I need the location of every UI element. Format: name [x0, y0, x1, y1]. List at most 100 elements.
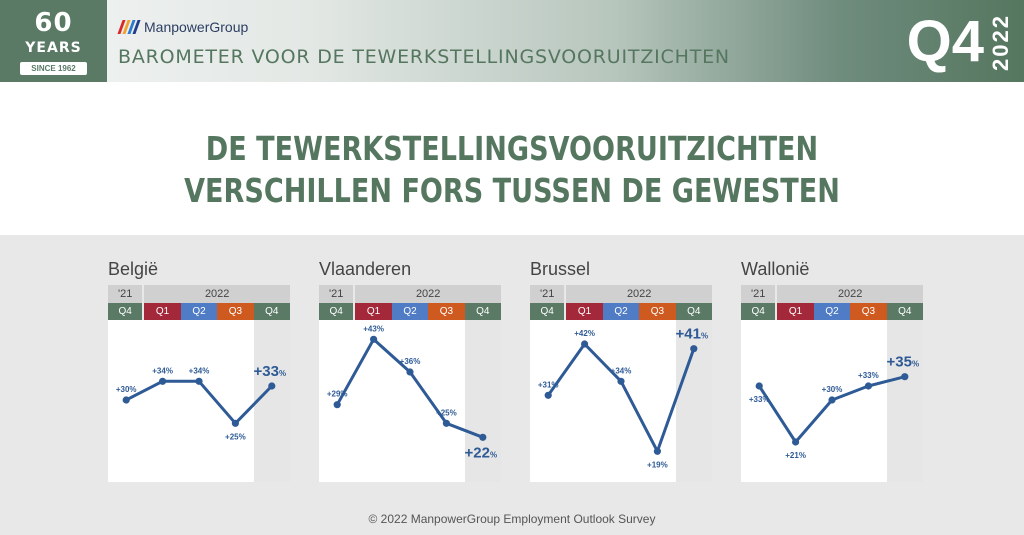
- brand-name: ManpowerGroup: [144, 19, 249, 35]
- quarter-header-cell: Q3: [850, 303, 887, 320]
- quarter-header-cell: Q3: [428, 303, 465, 320]
- series-line: [546, 342, 696, 453]
- prev-year-cell: '21: [108, 285, 143, 303]
- chart-panel: Wallonië '21 2022 Q4 Q1 Q2 Q3 Q4 +33% +21% +30% +33…: [741, 235, 923, 535]
- data-label: +36%: [400, 357, 421, 366]
- chart-panel: België '21 2022 Q4 Q1 Q2 Q3 Q4 +30% +34% +34% +25% +…: [108, 235, 290, 535]
- data-point: [864, 382, 872, 390]
- quarter-header-cell: Q4: [253, 303, 290, 320]
- year-cell: 2022: [355, 285, 501, 303]
- quarter-header-cell: Q1: [566, 303, 603, 320]
- data-point: [755, 382, 763, 390]
- quarter-header-cell: Q1: [144, 303, 181, 320]
- header-quarter-row: Q4 Q1 Q2 Q3 Q4: [741, 303, 923, 320]
- data-label: +35%: [887, 354, 920, 371]
- prev-year-cell: '21: [319, 285, 354, 303]
- quarter-header-cell: Q4: [530, 303, 565, 320]
- data-point: [122, 396, 130, 404]
- charts-band: België '21 2022 Q4 Q1 Q2 Q3 Q4 +30% +34% +34% +25% +…: [0, 235, 1024, 535]
- data-point: [653, 447, 661, 455]
- data-label: +31%: [538, 380, 559, 389]
- plot-area: +29% +43% +36% +25% +22%: [319, 320, 501, 482]
- data-point: [901, 373, 909, 381]
- header-quarter-row: Q4 Q1 Q2 Q3 Q4: [530, 303, 712, 320]
- line-chart: +30% +34% +34% +25% +33%: [116, 363, 287, 441]
- quarter-year: 2022: [988, 13, 1013, 71]
- header-year-row: '21 2022: [530, 285, 712, 303]
- page-title: DE TEWERKSTELLINGSVOORUITZICHTEN VERSCHI…: [92, 128, 932, 212]
- line-chart: +29% +43% +36% +25% +22%: [327, 324, 498, 461]
- header-band: 60 YEARS SINCE 1962 ManpowerGroup BAROME…: [0, 0, 1024, 82]
- chart-title: Vlaanderen: [319, 259, 412, 279]
- badge-number: 60: [34, 8, 73, 38]
- data-point: [828, 396, 836, 404]
- data-label: +33%: [254, 363, 287, 380]
- data-label: +33%: [858, 371, 879, 380]
- header-year-row: '21 2022: [319, 285, 501, 303]
- line-chart: +31% +42% +34% +19% +41%: [538, 326, 709, 470]
- line-chart: +33% +21% +30% +33% +35%: [749, 354, 920, 460]
- data-point: [333, 401, 341, 409]
- data-point: [268, 382, 276, 390]
- quarter-header-cell: Q4: [741, 303, 776, 320]
- data-point: [581, 340, 589, 348]
- quarter-header-cell: Q4: [886, 303, 923, 320]
- data-point: [690, 345, 698, 353]
- data-label: +25%: [225, 432, 246, 441]
- data-label: +34%: [611, 366, 632, 375]
- quarter-header-cell: Q2: [391, 303, 429, 320]
- data-point: [442, 419, 450, 427]
- data-point: [370, 335, 378, 343]
- quarter-header-cell: Q2: [602, 303, 640, 320]
- anniversary-badge: 60 YEARS SINCE 1962: [0, 0, 107, 82]
- prev-year-cell: '21: [741, 285, 776, 303]
- header-year-row: '21 2022: [741, 285, 923, 303]
- quarter-header-cell: Q3: [639, 303, 676, 320]
- quarter-header-cell: Q3: [217, 303, 254, 320]
- data-label: +22%: [465, 444, 498, 461]
- badge-since: SINCE 1962: [20, 62, 87, 75]
- year-cell: 2022: [144, 285, 290, 303]
- brand-logo: ManpowerGroup: [117, 16, 249, 38]
- data-point: [231, 419, 239, 427]
- current-quarter-highlight: [886, 320, 923, 482]
- title-line-2: VERSCHILLEN FORS TUSSEN DE GEWESTEN: [184, 171, 840, 210]
- data-point: [617, 377, 625, 385]
- quarter-badge: Q4 2022: [907, 8, 1014, 76]
- data-point: [159, 377, 167, 385]
- quarter-header-cell: Q1: [777, 303, 814, 320]
- data-label: +29%: [327, 390, 348, 399]
- data-label: +43%: [363, 324, 384, 333]
- data-label: +25%: [436, 408, 457, 417]
- copyright-footer: © 2022 ManpowerGroup Employment Outlook …: [368, 512, 656, 526]
- quarter-header-cell: Q2: [813, 303, 851, 320]
- header-year-row: '21 2022: [108, 285, 290, 303]
- quarter-label: Q4: [906, 9, 984, 74]
- data-label: +19%: [647, 460, 668, 469]
- data-label: +34%: [189, 366, 210, 375]
- data-point: [479, 433, 487, 441]
- data-point: [792, 438, 800, 446]
- data-point: [544, 391, 552, 399]
- chart-panel: Vlaanderen '21 2022 Q4 Q1 Q2 Q3 Q4 +29% +43% +36% +…: [319, 235, 501, 535]
- current-quarter-highlight: [253, 320, 290, 482]
- series-line: [125, 379, 273, 425]
- header-quarter-row: Q4 Q1 Q2 Q3 Q4: [319, 303, 501, 320]
- data-label: +33%: [749, 395, 770, 404]
- quarter-header-cell: Q2: [180, 303, 218, 320]
- chart-title: Wallonië: [741, 259, 810, 279]
- data-label: +30%: [116, 385, 137, 394]
- current-quarter-highlight: [464, 320, 501, 482]
- plot-area: +30% +34% +34% +25% +33%: [108, 320, 290, 482]
- data-label: +41%: [676, 326, 709, 343]
- data-point: [195, 377, 203, 385]
- quarter-header-cell: Q4: [319, 303, 354, 320]
- prev-year-cell: '21: [530, 285, 565, 303]
- plot-area: +31% +42% +34% +19% +41%: [530, 320, 712, 482]
- year-cell: 2022: [566, 285, 712, 303]
- chart-title: België: [108, 259, 159, 279]
- data-label: +34%: [152, 366, 173, 375]
- badge-years: YEARS: [25, 40, 82, 56]
- quarter-header-cell: Q1: [355, 303, 392, 320]
- data-label: +42%: [574, 329, 595, 338]
